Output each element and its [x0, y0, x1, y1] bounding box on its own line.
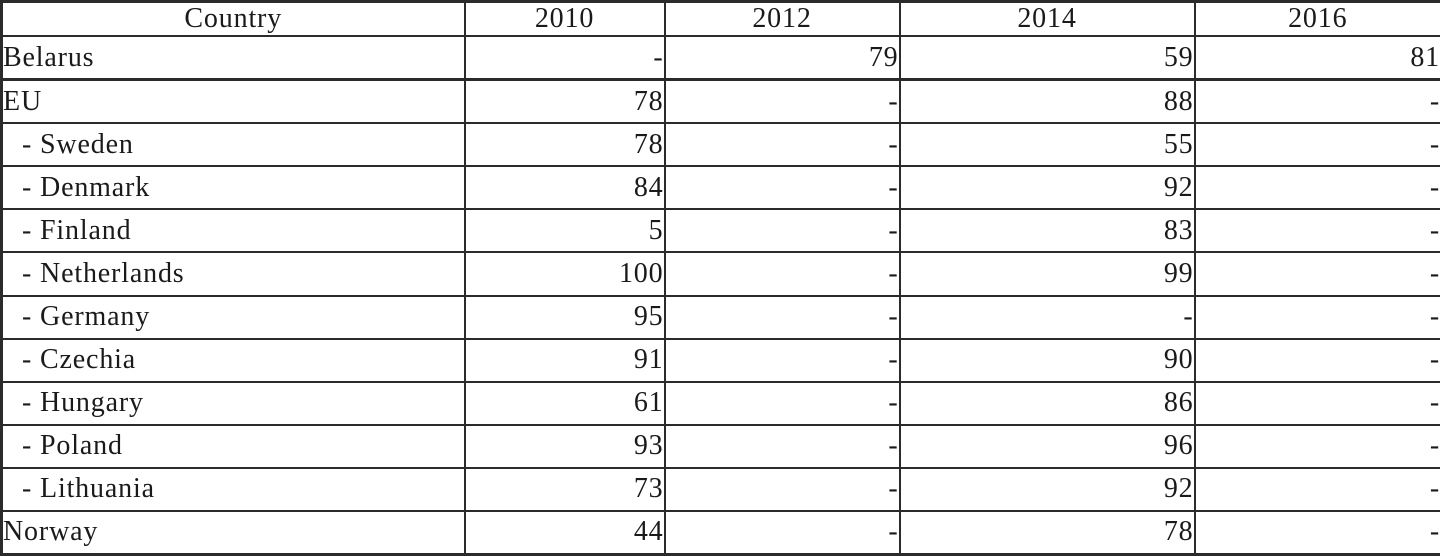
table-row: Norway 44-78- — [0, 509, 1440, 556]
value-cell: - — [663, 122, 901, 168]
value-cell: - — [663, 78, 901, 125]
value-cell: 78 — [463, 122, 666, 168]
value-cell: - — [663, 380, 901, 426]
country-cell: Belarus — [0, 35, 466, 82]
value-cell: 90 — [898, 337, 1196, 383]
table-row: - Hungary 61-86- — [0, 380, 1440, 426]
country-cell: - Germany — [0, 294, 466, 340]
value-cell: - — [663, 466, 901, 512]
value-cell: 84 — [463, 165, 666, 211]
value-cell: 88 — [898, 78, 1196, 125]
value-cell: - — [663, 165, 901, 211]
country-cell: - Lithuania — [0, 466, 466, 512]
table-row: - Lithuania 73-92- — [0, 466, 1440, 512]
table-row: - Czechia 91-90- — [0, 337, 1440, 383]
value-cell: - — [663, 337, 901, 383]
country-cell: - Netherlands — [0, 251, 466, 297]
value-cell: - — [1193, 165, 1440, 211]
value-cell: 83 — [898, 208, 1196, 254]
value-cell: - — [1193, 337, 1440, 383]
table-row: - Netherlands 100-99- — [0, 251, 1440, 297]
value-cell: - — [463, 35, 666, 82]
value-cell: 92 — [898, 466, 1196, 512]
value-cell: 99 — [898, 251, 1196, 297]
table-row: - Poland 93-96- — [0, 423, 1440, 469]
value-cell: - — [1193, 466, 1440, 512]
value-cell: - — [898, 294, 1196, 340]
country-cell: EU — [0, 78, 466, 125]
country-cell: - Finland — [0, 208, 466, 254]
table-row: - Germany 95- - - — [0, 294, 1440, 340]
table-body: Belarus -79 59 81 EU 78-88- - Sweden 78-55- - De… — [0, 35, 1440, 556]
value-cell: 86 — [898, 380, 1196, 426]
value-cell: - — [1193, 294, 1440, 340]
header-cell-country: Country — [0, 0, 466, 37]
value-cell: 81 — [1193, 35, 1440, 82]
value-cell: - — [663, 208, 901, 254]
header-cell-2010: 2010 — [463, 0, 666, 37]
header-cell-2014: 2014 — [898, 0, 1196, 37]
value-cell: - — [1193, 423, 1440, 469]
value-cell: 78 — [898, 509, 1196, 556]
table-row: Belarus -79 59 81 — [0, 35, 1440, 82]
value-cell: - — [663, 251, 901, 297]
value-cell: 55 — [898, 122, 1196, 168]
value-cell: - — [663, 509, 901, 556]
value-cell: - — [1193, 78, 1440, 125]
value-cell: - — [663, 423, 901, 469]
country-cell: - Poland — [0, 423, 466, 469]
value-cell: - — [1193, 380, 1440, 426]
table-row: - Finland 5-83- — [0, 208, 1440, 254]
value-cell: 44 — [463, 509, 666, 556]
value-cell: - — [663, 294, 901, 340]
country-cell: - Hungary — [0, 380, 466, 426]
value-cell: 95 — [463, 294, 666, 340]
value-cell: 91 — [463, 337, 666, 383]
value-cell: 96 — [898, 423, 1196, 469]
value-cell: 100 — [463, 251, 666, 297]
table-row: - Denmark 84-92- — [0, 165, 1440, 211]
header-cell-2016: 2016 — [1193, 0, 1440, 37]
table-row: EU 78-88- — [0, 78, 1440, 125]
value-cell: 73 — [463, 466, 666, 512]
table-header-row: Country 2010 2012 2014 2016 — [0, 0, 1440, 37]
value-cell: 78 — [463, 78, 666, 125]
value-cell: 5 — [463, 208, 666, 254]
header-cell-2012: 2012 — [663, 0, 901, 37]
value-cell: 79 — [663, 35, 901, 82]
table-row: - Sweden 78-55- — [0, 122, 1440, 168]
country-cell: - Denmark — [0, 165, 466, 211]
country-cell: Norway — [0, 509, 466, 556]
value-cell: 59 — [898, 35, 1196, 82]
value-cell: 92 — [898, 165, 1196, 211]
value-cell: 61 — [463, 380, 666, 426]
value-cell: 93 — [463, 423, 666, 469]
country-cell: - Sweden — [0, 122, 466, 168]
value-cell: - — [1193, 122, 1440, 168]
value-cell: - — [1193, 208, 1440, 254]
value-cell: - — [1193, 509, 1440, 556]
value-cell: - — [1193, 251, 1440, 297]
country-cell: - Czechia — [0, 337, 466, 383]
